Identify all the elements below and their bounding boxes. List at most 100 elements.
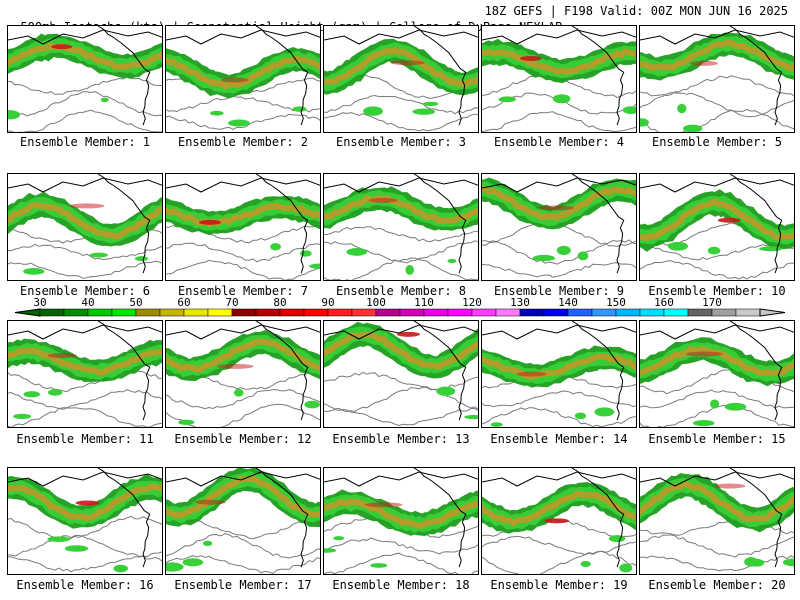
ensemble-member-label: Ensemble Member: 8 <box>335 284 467 298</box>
ensemble-member-label: Ensemble Member: 6 <box>19 284 151 298</box>
colorbar-tick-label: 90 <box>321 296 335 309</box>
colorbar-tick-label: 50 <box>129 296 143 309</box>
ensemble-map-panel-13 <box>323 320 479 428</box>
colorbar-swatch <box>711 308 737 317</box>
coastline <box>255 26 309 126</box>
ensemble-member-label: Ensemble Member: 13 <box>332 432 470 446</box>
isotach-jet-band <box>8 33 162 120</box>
colorbar-tick-label: 30 <box>33 296 47 309</box>
ensemble-map-panel-20 <box>639 467 795 575</box>
colorbar-tick-label: 40 <box>81 296 95 309</box>
height-contours <box>8 76 162 132</box>
ensemble-map-panel-1 <box>7 25 163 133</box>
colorbar-left-arrow <box>14 308 41 317</box>
colorbar-tick-label: 100 <box>366 296 386 309</box>
ensemble-map-panel-19 <box>481 467 637 575</box>
colorbar-swatch <box>495 308 521 317</box>
isotach-jet-band <box>640 32 794 132</box>
isotach-colorbar <box>14 308 786 317</box>
coastline <box>255 468 309 568</box>
height-contours <box>324 371 478 427</box>
colorbar-swatch <box>303 308 329 317</box>
ensemble-member-label: Ensemble Member: 12 <box>174 432 312 446</box>
colorbar-swatch <box>471 308 497 317</box>
colorbar-swatch <box>375 308 401 317</box>
coastline <box>97 468 151 568</box>
isotach-jet-band <box>482 38 636 115</box>
colorbar-tick-label: 140 <box>558 296 578 309</box>
isotach-jet-band <box>324 489 478 568</box>
colorbar-swatch <box>63 308 89 317</box>
height-contours <box>8 370 162 427</box>
ensemble-map-panel-12 <box>165 320 321 428</box>
ensemble-member-label: Ensemble Member: 9 <box>493 284 625 298</box>
colorbar-swatch <box>735 308 761 317</box>
height-contours <box>8 515 162 573</box>
ensemble-map-panel-8 <box>323 173 479 281</box>
colorbar-swatch <box>543 308 569 317</box>
map-title: 500mb Isotachs (kts) | Geopotential Heig… <box>6 3 794 34</box>
ensemble-member-label: Ensemble Member: 7 <box>177 284 309 298</box>
ensemble-member-label: Ensemble Member: 18 <box>332 578 470 592</box>
colorbar-swatch <box>399 308 425 317</box>
ensemble-map-panel-17 <box>165 467 321 575</box>
coastline <box>571 174 625 274</box>
colorbar-swatch <box>39 308 65 317</box>
ensemble-member-label: Ensemble Member: 2 <box>177 135 309 149</box>
colorbar-tick-label: 110 <box>414 296 434 309</box>
colorbar-swatch <box>615 308 641 317</box>
ensemble-map-panel-10 <box>639 173 795 281</box>
height-contours <box>166 225 320 280</box>
ensemble-member-label: Ensemble Member: 20 <box>648 578 786 592</box>
isotach-jet-band <box>324 38 478 116</box>
colorbar-swatch <box>207 308 233 317</box>
ensemble-member-label: Ensemble Member: 14 <box>490 432 628 446</box>
colorbar-swatch <box>135 308 161 317</box>
isotach-jet-band <box>640 189 794 255</box>
coastline <box>255 321 309 421</box>
colorbar-swatch <box>351 308 377 317</box>
ensemble-member-label: Ensemble Member: 3 <box>335 135 467 149</box>
colorbar-swatch <box>87 308 113 317</box>
colorbar-tick-label: 150 <box>606 296 626 309</box>
colorbar-swatch <box>447 308 473 317</box>
ensemble-map-panel-5 <box>639 25 795 133</box>
isotach-jet-band <box>640 337 794 427</box>
ensemble-map-panel-6 <box>7 173 163 281</box>
colorbar-swatch <box>567 308 593 317</box>
isotach-jet-band <box>166 468 320 572</box>
colorbar-swatch <box>687 308 713 317</box>
ensemble-map-panel-2 <box>165 25 321 133</box>
isotach-jet-band <box>324 186 478 275</box>
colorbar-swatch <box>639 308 665 317</box>
colorbar-tick-label: 70 <box>225 296 239 309</box>
colorbar-tick-label: 80 <box>273 296 287 309</box>
coastline <box>97 26 151 126</box>
colorbar-swatch <box>279 308 305 317</box>
colorbar-tick-label: 170 <box>702 296 722 309</box>
isotach-jet-band <box>8 191 162 275</box>
isotach-jet-band <box>8 473 162 573</box>
colorbar-tick-label: 60 <box>177 296 191 309</box>
isotach-jet-band <box>640 473 794 567</box>
ensemble-map-panel-9 <box>481 173 637 281</box>
ensemble-member-label: Ensemble Member: 5 <box>651 135 783 149</box>
ensemble-member-label: Ensemble Member: 1 <box>19 135 151 149</box>
ensemble-map-panel-14 <box>481 320 637 428</box>
height-contours <box>324 226 478 280</box>
colorbar-right-arrow <box>759 308 786 317</box>
colorbar-tick-label: 130 <box>510 296 530 309</box>
colorbar-tick-label: 160 <box>654 296 674 309</box>
height-contours <box>640 520 794 572</box>
colorbar-swatch <box>111 308 137 317</box>
coastline <box>729 26 783 126</box>
ensemble-map-panel-4 <box>481 25 637 133</box>
colorbar-tick-label: 120 <box>462 296 482 309</box>
coastline <box>413 174 467 274</box>
ensemble-member-label: Ensemble Member: 4 <box>493 135 625 149</box>
colorbar-swatch <box>327 308 353 317</box>
coastline <box>571 468 625 568</box>
coastline <box>413 26 467 126</box>
ensemble-member-label: Ensemble Member: 16 <box>16 578 154 592</box>
ensemble-map-panel-11 <box>7 320 163 428</box>
